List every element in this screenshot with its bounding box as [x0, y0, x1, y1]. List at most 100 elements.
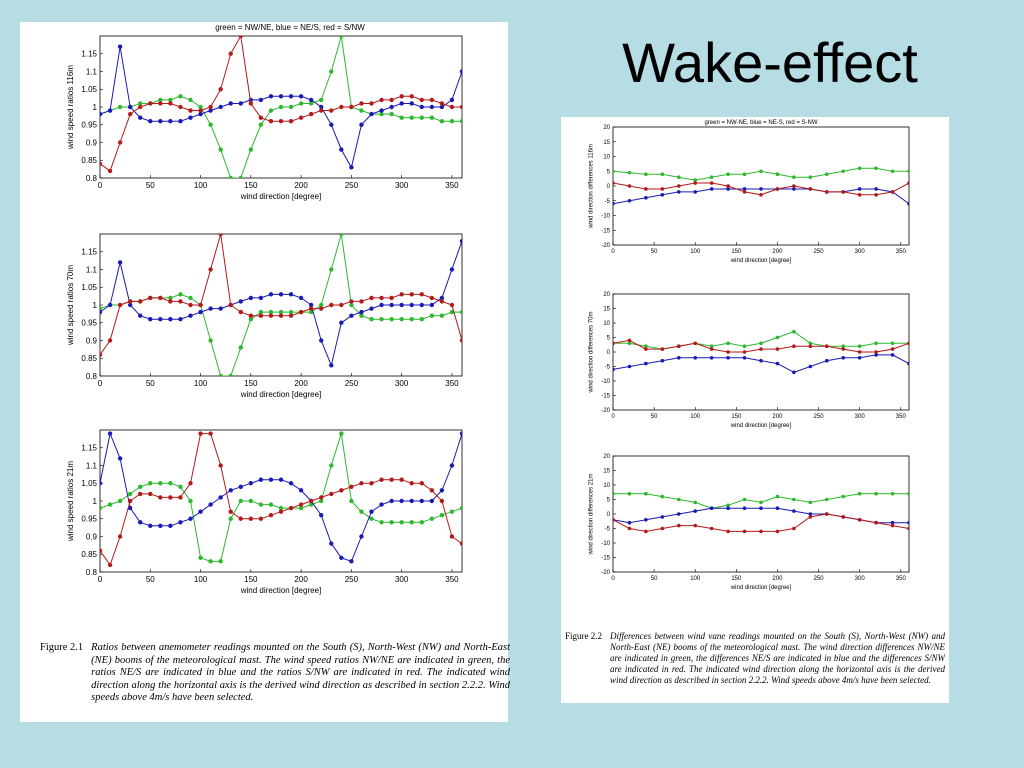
x-tick-label: 200 [294, 181, 308, 190]
data-point-blue [759, 358, 763, 363]
right-legend: green = NW-NE, blue = NE-S, red = S-NW [704, 120, 817, 126]
data-point-red [824, 512, 829, 516]
data-point-green [389, 520, 394, 525]
data-point-blue [399, 498, 404, 504]
data-point-red [742, 190, 747, 194]
y-tick-label: 0.95 [81, 121, 97, 130]
plot-area [100, 234, 462, 376]
x-tick-label: 250 [814, 576, 825, 582]
data-point-red [726, 184, 730, 188]
data-point-red [389, 477, 394, 482]
data-point-green [644, 172, 648, 176]
data-point-blue [339, 147, 344, 152]
data-point-blue [138, 313, 143, 318]
data-point-red [693, 523, 698, 528]
data-point-blue [288, 481, 294, 486]
data-point-blue [100, 111, 103, 117]
data-point-red [857, 193, 862, 197]
x-tick-label: 150 [244, 181, 258, 190]
data-point-green [188, 295, 193, 301]
data-point-blue [158, 119, 163, 124]
x-tick-label: 100 [690, 576, 701, 582]
data-point-red [874, 350, 878, 354]
x-tick-label: 50 [146, 379, 155, 388]
data-point-green [178, 292, 183, 297]
data-point-green [890, 169, 895, 174]
data-point-green [208, 559, 213, 564]
y-tick-label: 1.05 [81, 479, 97, 488]
y-tick-label: 1.15 [81, 50, 97, 59]
x-axis-label: wind direction [degree] [240, 192, 322, 201]
x-tick-label: 350 [445, 181, 459, 190]
plot-frame [612, 455, 910, 573]
x-tick-label: 350 [896, 576, 907, 582]
data-point-blue [107, 108, 113, 113]
data-point-green [459, 309, 462, 315]
data-point-green [107, 502, 113, 507]
data-point-red [613, 518, 615, 522]
data-point-red [890, 347, 895, 351]
data-point-blue [429, 498, 435, 504]
data-point-green [613, 169, 615, 174]
data-point-blue [208, 502, 213, 507]
data-point-green [238, 498, 243, 504]
y-tick-label: 1.15 [81, 444, 97, 453]
data-point-blue [439, 295, 445, 301]
data-point-blue [168, 119, 173, 124]
data-point-blue [349, 559, 354, 564]
x-tick-label: 50 [651, 414, 658, 420]
data-point-blue [268, 477, 274, 482]
data-point-blue [379, 502, 384, 507]
data-point-green [379, 317, 384, 322]
data-point-green [627, 491, 632, 496]
data-point-red [644, 187, 648, 191]
data-point-red [168, 495, 173, 500]
chart-2: 0 50 100 150 200 250 300 350 0.8 0.85 0.9 0.95 1 1.05… [66, 233, 463, 399]
data-point-blue [759, 187, 763, 191]
data-point-blue [268, 292, 274, 297]
data-point-blue [248, 481, 254, 486]
data-point-red [127, 111, 133, 117]
data-point-green [268, 502, 274, 507]
data-point-blue [742, 506, 747, 511]
y-tick-label: -20 [601, 243, 610, 249]
data-point-red [298, 115, 304, 120]
x-tick-label: 0 [611, 576, 615, 582]
data-point-green [841, 169, 846, 174]
data-point-blue [369, 306, 374, 311]
data-point-red [178, 104, 183, 110]
data-point-red [379, 295, 384, 301]
x-tick-label: 200 [772, 576, 783, 582]
data-point-green [627, 341, 632, 346]
data-point-green [188, 498, 193, 504]
x-tick-label: 0 [98, 181, 103, 190]
data-point-red [188, 302, 193, 308]
y-axis-label: wind speed ratios 70m [66, 265, 75, 346]
data-point-blue [107, 431, 113, 436]
data-point-green [419, 317, 424, 322]
data-point-red [613, 181, 615, 185]
data-point-red [278, 313, 284, 318]
data-point-green [319, 498, 324, 504]
y-tick-label: 0.8 [86, 174, 98, 183]
data-point-red [148, 491, 153, 497]
data-point-blue [907, 361, 909, 366]
data-point-blue [644, 518, 648, 522]
data-point-blue [449, 463, 455, 468]
data-point-red [100, 548, 103, 553]
data-point-blue [238, 299, 243, 304]
data-point-red [218, 87, 223, 92]
y-tick-label: 1.1 [86, 461, 98, 470]
x-axis-label: wind direction [degree] [240, 390, 322, 399]
x-axis-label: wind direction [degree] [730, 258, 792, 264]
data-point-red [841, 347, 846, 351]
data-point-green [268, 108, 274, 113]
left-caption-label: Figure 2.1 [40, 642, 84, 653]
data-point-green [824, 172, 829, 176]
data-point-blue [449, 97, 455, 103]
data-point-blue [278, 292, 284, 297]
y-tick-label: 0.95 [81, 515, 97, 524]
data-point-blue [369, 111, 374, 117]
data-point-red [278, 509, 284, 514]
data-point-green [298, 505, 304, 511]
